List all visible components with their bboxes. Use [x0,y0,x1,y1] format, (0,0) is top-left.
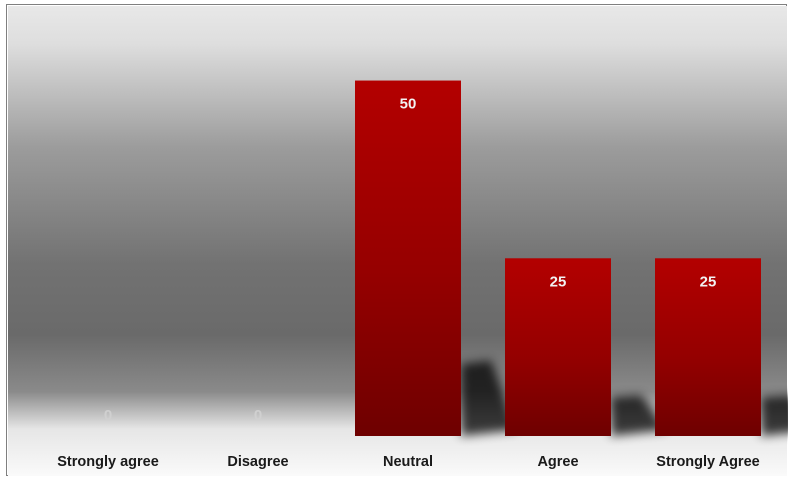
bar-chart: 0 0 50 25 25 Strongly agree Disagree Neutral Ag… [8,6,788,476]
category-label: Disagree [227,454,288,470]
bar-shadow [611,394,667,436]
bar[interactable] [655,258,761,436]
bar-shadow [761,395,788,436]
bars [355,80,761,436]
bar[interactable] [505,258,611,436]
bar[interactable] [355,80,461,436]
category-label: Strongly Agree [656,454,759,470]
data-label: 50 [400,96,417,113]
category-labels: Strongly agree Disagree Neutral Agree Strong… [57,454,759,470]
bar-shadow [461,360,517,436]
data-label: 25 [550,273,567,290]
data-labels: 0 0 50 25 25 [104,96,717,424]
bar-shadows [461,360,788,436]
chart-frame: 0 0 50 25 25 Strongly agree Disagree Neutral Ag… [6,4,788,476]
data-label: 0 [104,407,112,424]
data-label: 25 [700,273,717,290]
category-label: Neutral [383,454,433,470]
data-label: 0 [254,407,262,424]
category-label: Strongly agree [57,454,159,470]
category-label: Agree [537,454,578,470]
